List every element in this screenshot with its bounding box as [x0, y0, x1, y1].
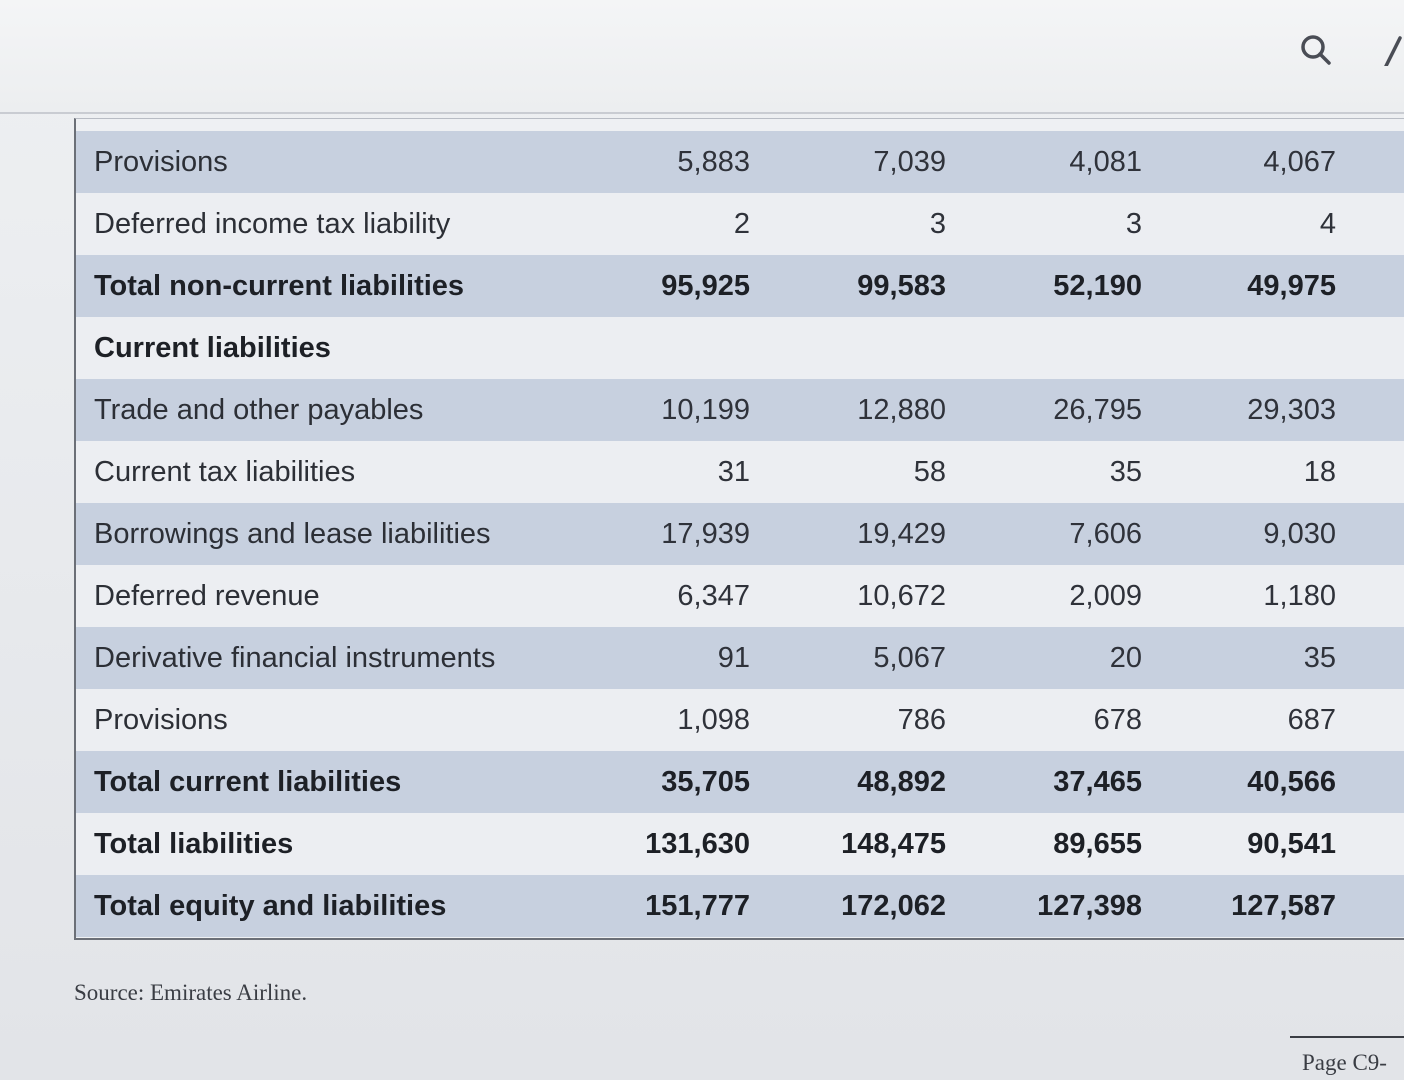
row-value: 4,081: [1069, 146, 1142, 178]
section-heading: Current liabilities: [94, 332, 331, 364]
table-row: Provisions 5,883 7,039 4,081 4,067: [76, 131, 1404, 193]
liabilities-table: Provisions 5,883 7,039 4,081 4,067 Defer…: [74, 118, 1404, 940]
row-value: 7,039: [873, 146, 946, 178]
row-value: 19,429: [857, 518, 946, 550]
table-row: Current tax liabilities 31 58 35 18: [76, 441, 1404, 503]
row-value: 127,587: [1231, 890, 1336, 922]
row-value: 29,303: [1247, 394, 1336, 426]
row-label: Deferred income tax liability: [94, 208, 451, 240]
row-value: 6,347: [677, 580, 750, 612]
row-value: 35: [1303, 642, 1336, 674]
table-row-total: Total non-current liabilities 95,925 99,…: [76, 255, 1404, 317]
row-label: Derivative financial instruments: [94, 642, 496, 674]
table-row: Deferred revenue 6,347 10,672 2,009 1,18…: [76, 565, 1404, 627]
table-row: Deferred income tax liability 2 3 3 4: [76, 193, 1404, 255]
table-row: Derivative financial instruments 91 5,06…: [76, 627, 1404, 689]
row-value: 20: [1109, 642, 1142, 674]
row-label: Total non-current liabilities: [94, 270, 465, 302]
row-label: Total equity and liabilities: [94, 890, 447, 922]
row-label: Provisions: [94, 704, 228, 736]
row-value: 17,939: [661, 518, 750, 550]
row-value: 687: [1287, 704, 1336, 736]
row-value: 2,009: [1069, 580, 1142, 612]
row-value: 35,705: [661, 766, 750, 798]
row-label: Total current liabilities: [94, 766, 402, 798]
text-tool-icon[interactable]: [1384, 36, 1404, 68]
row-value: 4: [1319, 208, 1336, 240]
row-label: Total liabilities: [94, 828, 294, 860]
row-value: 5,067: [873, 642, 946, 674]
table-row: Provisions 1,098 786 678 687: [76, 689, 1404, 751]
row-label: Borrowings and lease liabilities: [94, 518, 491, 550]
row-value: 91: [717, 642, 750, 674]
search-button[interactable]: [1296, 30, 1336, 70]
row-value: 35: [1109, 456, 1142, 488]
table-row: Borrowings and lease liabilities 17,939 …: [76, 503, 1404, 565]
row-value: 3: [929, 208, 946, 240]
page-reference: Page C9-: [1302, 1050, 1387, 1075]
row-value: 40,566: [1247, 766, 1336, 798]
row-value: 5,883: [677, 146, 750, 178]
table-row-total: Total equity and liabilities 151,777 172…: [76, 875, 1404, 937]
row-value: 26,795: [1053, 394, 1142, 426]
row-value: 2: [733, 208, 750, 240]
divider: [1290, 1036, 1404, 1038]
row-label: Provisions: [94, 146, 228, 178]
row-value: 99,583: [857, 270, 946, 302]
row-value: 89,655: [1053, 828, 1142, 860]
table-row: Trade and other payables 10,199 12,880 2…: [76, 379, 1404, 441]
search-icon: [1301, 35, 1331, 65]
row-value: 18: [1303, 456, 1336, 488]
row-value: 58: [913, 456, 946, 488]
row-value: 148,475: [841, 828, 946, 860]
source-note: Source: Emirates Airline.: [74, 980, 308, 1005]
row-label: Deferred revenue: [94, 580, 320, 612]
row-value: 49,975: [1247, 270, 1336, 302]
table-row-total: Total liabilities 131,630 148,475 89,655…: [76, 813, 1404, 875]
row-value: 131,630: [645, 828, 750, 860]
row-value: 95,925: [661, 270, 750, 302]
row-value: 10,672: [857, 580, 946, 612]
row-value: 9,030: [1263, 518, 1336, 550]
row-value: 1,098: [677, 704, 750, 736]
row-value: 37,465: [1053, 766, 1142, 798]
table-row-total: Total current liabilities 35,705 48,892 …: [76, 751, 1404, 813]
row-value: 31: [717, 456, 750, 488]
row-value: 7,606: [1069, 518, 1142, 550]
row-value: 678: [1093, 704, 1142, 736]
row-value: 3: [1125, 208, 1142, 240]
row-label: Trade and other payables: [94, 394, 424, 426]
row-value: 90,541: [1247, 828, 1336, 860]
section-heading-row: Current liabilities: [76, 317, 1404, 379]
row-value: 4,067: [1263, 146, 1336, 178]
row-value: 1,180: [1263, 580, 1336, 612]
row-value: 151,777: [645, 890, 750, 922]
row-value: 12,880: [857, 394, 946, 426]
row-label: Current tax liabilities: [94, 456, 356, 488]
viewer-toolbar: [0, 0, 1404, 114]
row-value: 48,892: [857, 766, 946, 798]
row-value: 52,190: [1053, 270, 1142, 302]
row-value: 172,062: [841, 890, 946, 922]
row-value: 786: [897, 704, 946, 736]
row-value: 127,398: [1037, 890, 1142, 922]
row-value: 10,199: [661, 394, 750, 426]
